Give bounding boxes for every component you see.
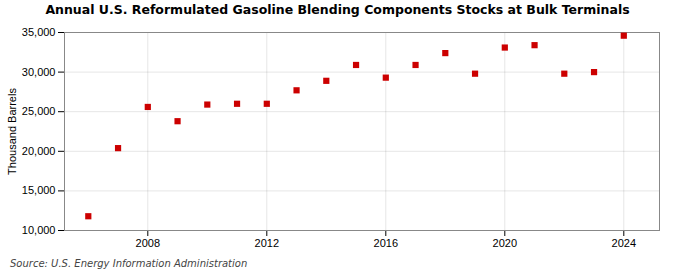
html-text:Source: U.S. Energy Informatio: Source: U.S. Energy Information Administ… [10,258,248,269]
svg-text:Thousand Barrels: Thousand Barrels [6,88,18,175]
html-text:Annual U.S. Reformulated Gasol: Annual U.S. Reformulated Gasoline Blendi… [45,2,630,17]
svg-text:2008: 2008 [136,237,160,249]
svg-text:15,000: 15,000 [22,184,56,196]
svg-text:20,000: 20,000 [22,145,56,157]
svg-text:10,000: 10,000 [22,224,56,236]
svg-text:2016: 2016 [374,237,398,249]
svg-text:35,000: 35,000 [22,26,56,38]
svg-text:25,000: 25,000 [22,105,56,117]
svg-text:2012: 2012 [255,237,279,249]
svg-text:30,000: 30,000 [22,66,56,78]
svg-text:2024: 2024 [612,237,636,249]
svg-text:2020: 2020 [493,237,517,249]
